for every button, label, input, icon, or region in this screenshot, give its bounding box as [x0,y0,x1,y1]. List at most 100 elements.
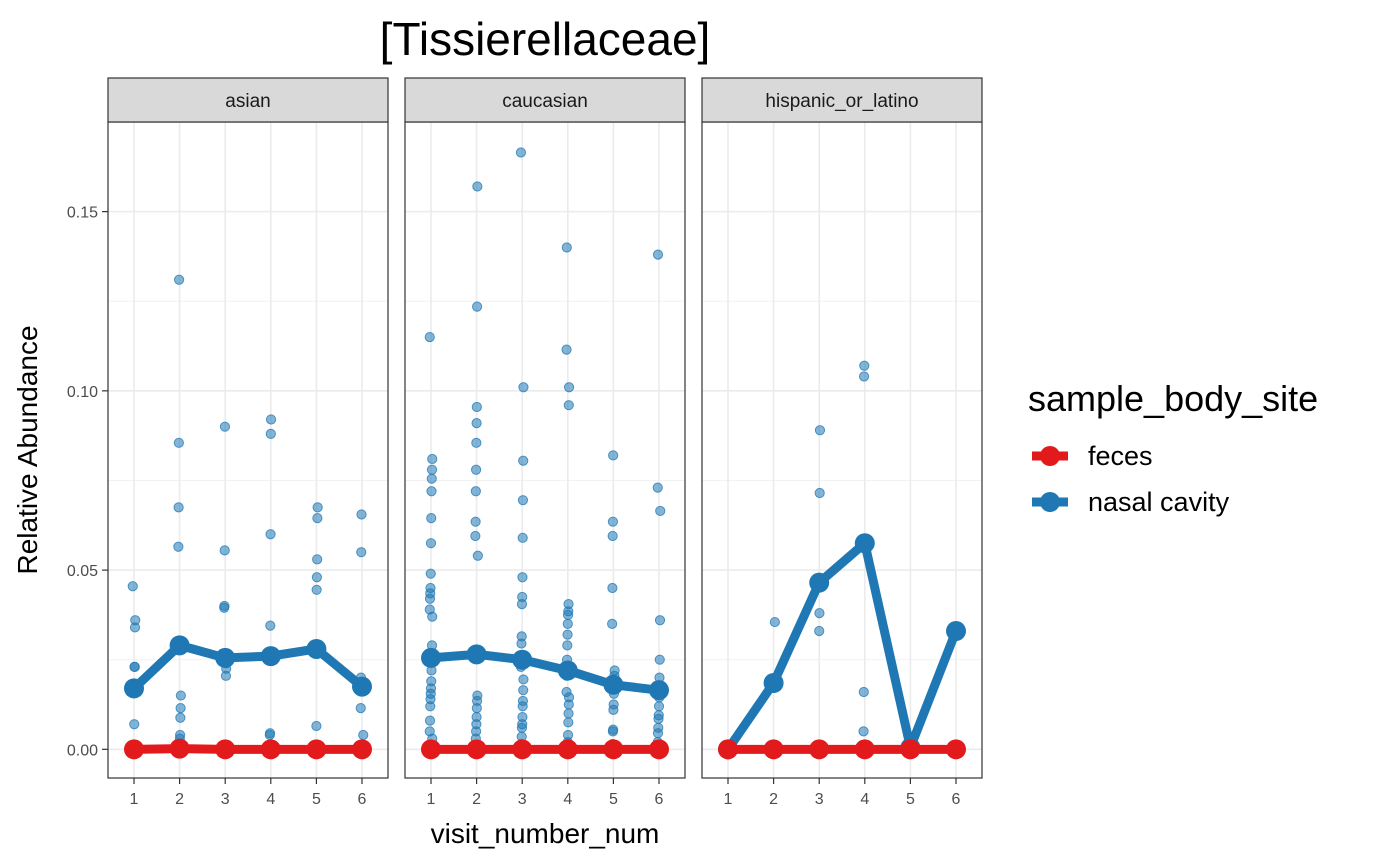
series-line-nasal-cavity [724,538,961,753]
x-tick-label: 2 [472,791,481,808]
series-point-nasal-cavity [124,678,144,699]
series-point-nasal-cavity [649,680,669,701]
series-point-feces [352,739,372,760]
data-point [470,486,481,497]
data-point [518,685,529,696]
facet-strip [107,77,389,123]
series-point-feces [466,739,487,760]
data-point [175,702,186,714]
x-tick-label: 1 [427,791,436,808]
data-point [356,509,367,520]
data-point [312,554,323,565]
facet-panel-asian: asian 1 2 3 4 5 6 [107,77,389,808]
x-tick-label: 2 [769,791,778,808]
series-point-nasal-cavity [421,647,441,668]
series-point-nasal-cavity [306,638,327,659]
facet-panel-hispanic_or_latino: hispanic_or_latino 1 2 3 4 5 6 [701,77,983,808]
data-point [859,360,870,371]
legend: sample_body_site feces nasal cavity [1028,378,1318,517]
data-point [220,670,232,681]
data-point [355,702,366,714]
data-point [424,331,435,343]
data-point [424,715,436,726]
data-point [562,640,573,651]
data-point [426,486,437,497]
data-point [472,550,483,561]
data-point [425,538,437,549]
data-point [311,572,322,583]
series-point-feces [215,739,236,760]
data-point [607,726,619,737]
data-point [312,513,323,524]
data-point [470,516,481,527]
series-point-nasal-cavity [260,646,281,667]
series-point-feces [946,739,966,760]
data-point [814,425,826,436]
data-point [173,541,184,552]
data-point [607,618,618,629]
data-point [563,708,574,719]
data-point [608,450,619,461]
facet-strip [701,77,983,123]
data-point [174,274,185,285]
data-point [858,371,870,382]
data-point [311,584,322,595]
series-point-nasal-cavity [352,676,372,697]
series-point-feces [809,739,830,760]
y-axis: 0.00 0.05 0.10 0.15 [67,205,108,759]
x-tick-label: 6 [952,791,961,808]
x-tick-label: 5 [312,791,321,808]
series-point-nasal-cavity [763,673,784,694]
data-point [425,701,436,712]
data-point [608,704,619,715]
x-tick-label: 3 [815,791,824,808]
data-point [515,147,527,158]
data-point [265,414,277,425]
data-point [471,464,482,475]
data-point [517,701,528,712]
data-point [264,729,275,741]
series-point-nasal-cavity [215,647,236,668]
panel-background [702,122,982,778]
data-point [219,421,231,432]
data-point [518,382,529,393]
series-point-feces [900,739,921,760]
data-point [654,654,665,665]
facet-strip-label: asian [225,91,270,112]
data-point [471,437,482,448]
data-point [424,593,436,604]
facet-panel-caucasian: caucasian 1 2 3 4 5 6 [404,77,686,808]
legend-label: nasal cavity [1088,487,1230,517]
data-point [312,502,323,513]
legend-label: feces [1088,441,1153,471]
panel-background [405,122,685,778]
series-point-feces [260,739,281,760]
x-tick-label: 5 [609,791,618,808]
series-point-feces [124,739,144,760]
data-point [561,242,572,253]
series-point-feces [649,739,669,760]
series-point-feces [512,739,533,760]
series-point-feces [169,738,190,759]
data-point [769,616,780,628]
series-point-nasal-cavity [603,674,624,695]
data-point [358,729,369,741]
legend-item-feces: feces [1032,441,1153,471]
data-point [219,545,230,556]
data-point [517,495,529,506]
x-tick-label: 4 [266,791,275,808]
panel-background [108,122,388,778]
series-point-feces [854,739,875,760]
data-point [518,455,529,466]
series-point-nasal-cavity [854,533,875,554]
data-point [175,690,186,701]
legend-items: feces nasal cavity [1032,441,1230,517]
data-point [814,487,825,499]
x-axis-title: visit_number_num [431,818,660,849]
series-point-nasal-cavity [946,621,966,642]
x-tick-label: 2 [175,791,184,808]
series-point-feces [557,739,578,760]
data-point [311,720,322,732]
data-point [653,701,665,712]
